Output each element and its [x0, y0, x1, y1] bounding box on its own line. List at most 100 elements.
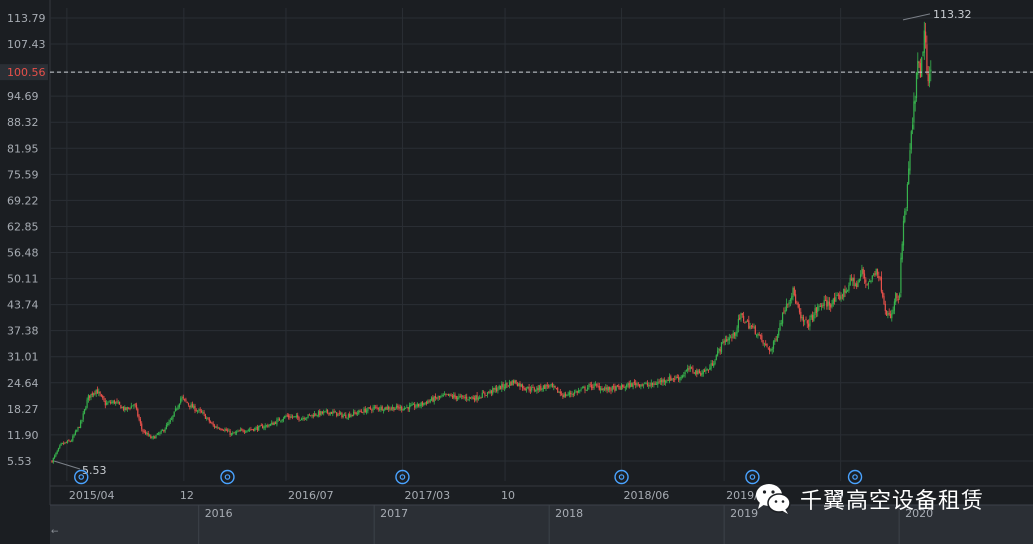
navigator-track[interactable]: [50, 505, 1033, 544]
candle-body: [433, 396, 435, 402]
candle-body: [672, 378, 674, 380]
candle-body: [624, 387, 626, 389]
event-flag-marker[interactable]: [745, 469, 760, 485]
event-flag-marker[interactable]: [220, 469, 235, 485]
candle-body: [748, 320, 750, 329]
candle-body: [327, 410, 329, 413]
candle-body: [797, 303, 799, 308]
y-tick-label: 88.32: [7, 116, 39, 129]
candle-body: [499, 385, 502, 390]
candle-body: [548, 385, 550, 387]
candle-body: [862, 268, 864, 274]
candle-body: [863, 273, 866, 279]
candle-body: [351, 414, 353, 416]
candle-body: [122, 406, 125, 410]
candle-body: [581, 387, 583, 389]
event-flag-marker[interactable]: [614, 469, 629, 485]
candle-body: [616, 385, 619, 387]
candle-body: [65, 442, 67, 444]
candle-body: [290, 416, 292, 418]
candle-body: [918, 61, 920, 64]
candle-body: [915, 72, 918, 99]
candle-body: [566, 395, 568, 397]
candle-body: [200, 411, 203, 413]
candle-body: [406, 406, 408, 408]
candle-body: [732, 333, 734, 338]
candle-body: [628, 382, 630, 388]
candle-body: [640, 384, 642, 387]
candle-body: [80, 421, 82, 428]
candle-body: [180, 398, 182, 404]
candle-body: [177, 406, 179, 410]
candle-body: [515, 380, 517, 384]
candle-body: [837, 294, 840, 296]
candle-body: [698, 370, 700, 374]
candle-body: [208, 418, 210, 422]
candle-body: [117, 402, 119, 404]
candle-body: [264, 425, 266, 428]
candle-body: [503, 387, 505, 389]
candle-body: [470, 397, 472, 399]
candle-body: [637, 383, 639, 385]
candle-body: [330, 412, 333, 414]
candle-body: [376, 407, 378, 409]
candle-body: [255, 427, 257, 429]
candle-body: [700, 372, 702, 376]
candle-body: [194, 406, 196, 412]
candle-body: [899, 294, 901, 298]
candle-body: [366, 410, 368, 413]
candle-body: [692, 368, 694, 372]
candle-body: [641, 384, 643, 386]
candle-body: [670, 376, 672, 381]
candle-body: [349, 413, 351, 417]
candle-body: [159, 432, 161, 435]
candle-body: [665, 381, 667, 383]
y-tick-label: 31.01: [7, 351, 39, 364]
candle-body: [849, 277, 851, 285]
candle-body: [532, 387, 534, 388]
candle-body: [579, 390, 581, 392]
x-tick-label: 2017/03: [404, 489, 450, 502]
candle-body: [687, 367, 689, 371]
candle-body: [817, 306, 819, 312]
navigator-scroll-arrow-icon[interactable]: ←: [51, 527, 59, 537]
candle-body: [793, 287, 795, 296]
candle-body: [815, 307, 817, 314]
candle-body: [875, 268, 877, 275]
candle-body: [873, 273, 875, 275]
candle-body: [904, 211, 906, 222]
candle-body: [749, 326, 751, 329]
candle-body: [303, 418, 305, 420]
y-tick-label: 24.64: [7, 377, 39, 390]
candle-body: [902, 220, 905, 246]
candle-body: [245, 431, 247, 433]
candle-body: [501, 384, 503, 389]
candle-body: [713, 363, 715, 367]
candle-body: [275, 422, 277, 424]
event-flags[interactable]: [74, 469, 863, 485]
candle-body: [147, 432, 149, 436]
candle-body: [319, 410, 321, 416]
candle-body: [523, 388, 525, 390]
event-flag-marker[interactable]: [395, 469, 410, 485]
candle-body: [735, 332, 737, 336]
max-annotation-label: 113.32: [933, 8, 972, 21]
candle-body: [85, 407, 87, 410]
candle-body: [294, 416, 296, 418]
candle-body: [590, 384, 593, 388]
event-flag-marker[interactable]: [847, 469, 863, 485]
candle-body: [511, 380, 513, 386]
candle-body: [819, 306, 821, 307]
candle-body: [926, 44, 928, 72]
candle-body: [642, 384, 645, 386]
navigator[interactable]: 2016 2017 2018 2019 2020 ←: [50, 504, 1033, 544]
candle-body: [239, 429, 242, 431]
candle-body: [158, 433, 160, 435]
candle-body: [627, 383, 629, 386]
candle-body: [247, 429, 249, 431]
candle-body: [89, 395, 91, 398]
candle-body: [756, 335, 758, 336]
event-flag-marker[interactable]: [74, 469, 89, 485]
candle-body: [449, 394, 451, 396]
candle-body: [567, 394, 569, 396]
